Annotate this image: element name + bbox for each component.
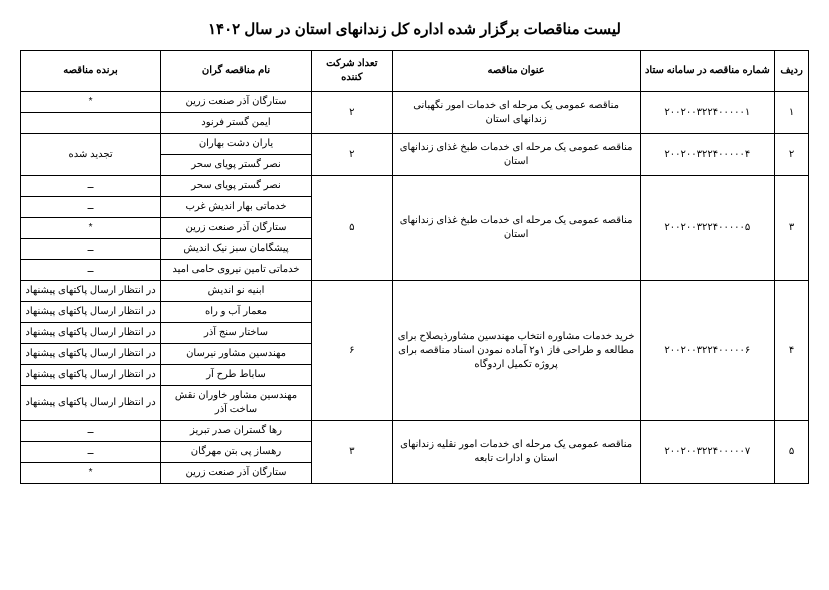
cell-participant-count: ۲ [311, 134, 392, 176]
cell-winner: ــ [21, 260, 161, 281]
cell-winner: در انتظار ارسال پاکتهای پیشنهاد [21, 323, 161, 344]
cell-bidder-name: یاران دشت بهاران [161, 134, 312, 155]
cell-winner: تجدید شده [21, 134, 161, 176]
cell-setad-no: ۲۰۰۲۰۰۳۲۲۴۰۰۰۰۰۷ [640, 421, 775, 484]
cell-winner: در انتظار ارسال پاکتهای پیشنهاد [21, 281, 161, 302]
cell-bidder-name: ستارگان آذر صنعت زرین [161, 463, 312, 484]
cell-winner: در انتظار ارسال پاکتهای پیشنهاد [21, 302, 161, 323]
table-row: ۱۲۰۰۲۰۰۳۲۲۴۰۰۰۰۰۱مناقصه عمومی یک مرحله ا… [21, 92, 809, 113]
cell-winner [21, 113, 161, 134]
cell-tender-title: مناقصه عمومی یک مرحله ای خدمات طبخ غذای … [392, 176, 640, 281]
cell-bidder-name: رهساز پی بتن مهرگان [161, 442, 312, 463]
header-setad-no: شماره مناقصه در سامانه ستاد [640, 51, 775, 92]
table-row: ۴۲۰۰۲۰۰۳۲۲۴۰۰۰۰۰۶خرید خدمات مشاوره انتخا… [21, 281, 809, 302]
cell-setad-no: ۲۰۰۲۰۰۳۲۲۴۰۰۰۰۰۱ [640, 92, 775, 134]
cell-bidder-name: ستارگان آذر صنعت زرین [161, 218, 312, 239]
cell-bidder-name: خدماتی تامین نیروی حامی امید [161, 260, 312, 281]
cell-tender-title: خرید خدمات مشاوره انتخاب مهندسین مشاورذی… [392, 281, 640, 421]
cell-winner: در انتظار ارسال پاکتهای پیشنهاد [21, 386, 161, 421]
cell-bidder-name: نصر گستر پویای سحر [161, 155, 312, 176]
cell-winner: ــ [21, 197, 161, 218]
table-row: ۳۲۰۰۲۰۰۳۲۲۴۰۰۰۰۰۵مناقصه عمومی یک مرحله ا… [21, 176, 809, 197]
cell-winner: در انتظار ارسال پاکتهای پیشنهاد [21, 365, 161, 386]
cell-bidder-name: ایمن گستر فرنود [161, 113, 312, 134]
cell-bidder-name: ستارگان آذر صنعت زرین [161, 92, 312, 113]
cell-winner: ــ [21, 176, 161, 197]
cell-winner: * [21, 463, 161, 484]
cell-winner: * [21, 218, 161, 239]
cell-winner: ــ [21, 442, 161, 463]
cell-row-no: ۴ [775, 281, 809, 421]
page-title: لیست مناقصات برگزار شده اداره کل زندانها… [20, 20, 809, 38]
cell-participant-count: ۲ [311, 92, 392, 134]
cell-participant-count: ۶ [311, 281, 392, 421]
cell-bidder-name: مهندسین مشاور خاوران نقش ساخت آذر [161, 386, 312, 421]
cell-participant-count: ۵ [311, 176, 392, 281]
cell-participant-count: ۳ [311, 421, 392, 484]
cell-row-no: ۲ [775, 134, 809, 176]
cell-bidder-name: نصر گستر پویای سحر [161, 176, 312, 197]
cell-row-no: ۱ [775, 92, 809, 134]
cell-bidder-name: معمار آب و راه [161, 302, 312, 323]
cell-tender-title: مناقصه عمومی یک مرحله ای خدمات طبخ غذای … [392, 134, 640, 176]
header-bidder-name: نام مناقصه گران [161, 51, 312, 92]
tenders-table: ردیف شماره مناقصه در سامانه ستاد عنوان م… [20, 50, 809, 484]
cell-setad-no: ۲۰۰۲۰۰۳۲۲۴۰۰۰۰۰۶ [640, 281, 775, 421]
cell-winner: ــ [21, 239, 161, 260]
table-row: ۵۲۰۰۲۰۰۳۲۲۴۰۰۰۰۰۷مناقصه عمومی یک مرحله ا… [21, 421, 809, 442]
cell-bidder-name: مهندسین مشاور نیرسان [161, 344, 312, 365]
cell-setad-no: ۲۰۰۲۰۰۳۲۲۴۰۰۰۰۰۴ [640, 134, 775, 176]
cell-bidder-name: پیشگامان سبز نیک اندیش [161, 239, 312, 260]
cell-row-no: ۳ [775, 176, 809, 281]
cell-winner: در انتظار ارسال پاکتهای پیشنهاد [21, 344, 161, 365]
header-row-no: ردیف [775, 51, 809, 92]
cell-winner: ــ [21, 421, 161, 442]
cell-tender-title: مناقصه عمومی یک مرحله ای خدمات امور نقلی… [392, 421, 640, 484]
table-row: ۲۲۰۰۲۰۰۳۲۲۴۰۰۰۰۰۴مناقصه عمومی یک مرحله ا… [21, 134, 809, 155]
cell-bidder-name: ساختار سنج آذر [161, 323, 312, 344]
header-row: ردیف شماره مناقصه در سامانه ستاد عنوان م… [21, 51, 809, 92]
header-tender-title: عنوان مناقصه [392, 51, 640, 92]
header-participant-count: تعداد شرکت کننده [311, 51, 392, 92]
cell-row-no: ۵ [775, 421, 809, 484]
cell-setad-no: ۲۰۰۲۰۰۳۲۲۴۰۰۰۰۰۵ [640, 176, 775, 281]
cell-bidder-name: ابنیه نو اندیش [161, 281, 312, 302]
cell-winner: * [21, 92, 161, 113]
cell-bidder-name: ساباط طرح آر [161, 365, 312, 386]
cell-tender-title: مناقصه عمومی یک مرحله ای خدمات امور نگهب… [392, 92, 640, 134]
cell-bidder-name: خدماتی بهار اندیش غرب [161, 197, 312, 218]
cell-bidder-name: رها گستران صدر تبریز [161, 421, 312, 442]
header-winner: برنده مناقصه [21, 51, 161, 92]
